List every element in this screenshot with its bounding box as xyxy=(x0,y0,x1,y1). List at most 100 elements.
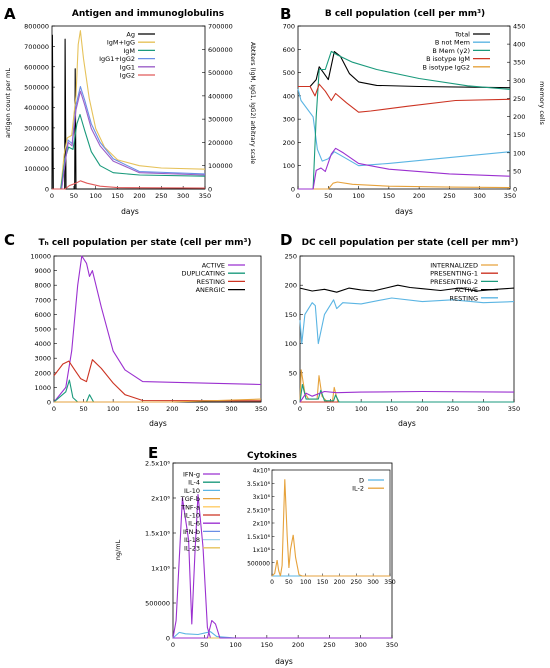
panel-e: Cytokines ng/mL days 0 500000 1x10⁶ 1.5x10⁶… xyxy=(114,451,398,666)
inset-y-tick-label: 4x10⁶ xyxy=(253,468,271,475)
y-tick-label: 10000 xyxy=(30,253,51,261)
inset-y-tick-label: 1.5x10⁶ xyxy=(247,534,271,541)
y-tick-label: 200 xyxy=(283,139,295,147)
x-tick-label: 0 xyxy=(171,641,175,649)
panel-b-title: B cell population (cell per mm³) xyxy=(325,9,485,19)
y2-tick-label: 0 xyxy=(513,186,517,194)
y-tick-label: 100 xyxy=(283,162,295,170)
plot-frame xyxy=(297,25,511,190)
y-tick-label: 0 xyxy=(45,186,49,194)
inset-x-tick-label: 250 xyxy=(351,579,363,586)
series-line xyxy=(53,359,262,402)
x-tick-label: 350 xyxy=(508,405,520,413)
series-line xyxy=(53,255,262,403)
y-tick-label: 100 xyxy=(285,340,297,348)
x-tick-label: 100 xyxy=(229,641,241,649)
panel-letter-e: E xyxy=(148,444,158,462)
legend-label: B isotype IgM xyxy=(426,55,470,63)
panel-a-ylabel: antigen count per mL xyxy=(4,68,12,138)
x-tick-label: 200 xyxy=(292,641,304,649)
panel-d-plot: 0 50 100 150 200 250 0 50 100 150 200 250 300 350 INTE… xyxy=(285,253,521,414)
x-tick-label: 0 xyxy=(50,192,54,200)
panel-d-title: DC cell population per state (cell per m… xyxy=(302,238,519,248)
y-tick-label: 1.5x10⁶ xyxy=(145,530,170,538)
panel-b-xlabel: days xyxy=(395,207,413,216)
inset-x-tick-label: 350 xyxy=(384,579,396,586)
series-line xyxy=(299,369,514,403)
legend-label: IgM+IgG xyxy=(107,39,135,47)
panel-c: Tₕ cell population per state (cell per m… xyxy=(30,238,267,428)
legend-label: IgM xyxy=(123,47,135,55)
inset-y-tick-label: 2.5x10⁶ xyxy=(247,507,271,514)
series-line xyxy=(298,147,511,190)
y-tick-label: 7000 xyxy=(34,296,51,304)
y2-tick-label: 50 xyxy=(513,167,521,175)
y-tick-label: 3000 xyxy=(34,355,51,363)
legend-label: B isotype IgG2 xyxy=(423,63,471,71)
series-line xyxy=(172,631,392,639)
y2-tick-label: 300000 xyxy=(208,116,233,124)
y-tick-label: 4000 xyxy=(34,340,51,348)
y-tick-label: 300000 xyxy=(24,124,49,132)
legend-label: RESTING xyxy=(449,294,478,302)
panel-c-plot: 0100020003000400050006000700080009000100… xyxy=(30,253,267,414)
x-tick-label: 200 xyxy=(416,405,428,413)
legend-label: IgG1 xyxy=(120,63,135,71)
y-tick-label: 100000 xyxy=(24,165,49,173)
legend-label: IgG2 xyxy=(120,72,135,80)
y-tick-label: 700 xyxy=(283,23,295,31)
x-tick-label: 50 xyxy=(326,405,334,413)
y-tick-label: 9000 xyxy=(34,267,51,275)
y-tick-label: 600 xyxy=(283,46,295,54)
panel-a-title: Antigen and immunoglobulins xyxy=(72,9,224,19)
x-tick-label: 250 xyxy=(323,641,335,649)
y2-tick-label: 700000 xyxy=(208,23,233,31)
y-tick-label: 800000 xyxy=(24,23,49,31)
y-tick-label: 600000 xyxy=(24,63,49,71)
legend-label: IL-23 xyxy=(184,544,200,552)
y-tick-label: 400 xyxy=(283,92,295,100)
x-tick-label: 100 xyxy=(355,405,367,413)
panel-c-title: Tₕ cell population per state (cell per m… xyxy=(38,238,251,248)
legend-label: IL-10 xyxy=(184,512,200,520)
x-tick-label: 250 xyxy=(155,192,167,200)
legend-label: PRESENTING-1 xyxy=(430,270,478,278)
y-tick-label: 5000 xyxy=(34,326,51,334)
legend-label: Ag xyxy=(126,31,135,39)
series-line xyxy=(298,51,511,89)
panel-d: DC cell population per state (cell per m… xyxy=(285,238,521,428)
inset-legend-label: D xyxy=(359,477,364,485)
x-tick-label: 250 xyxy=(443,192,455,200)
x-tick-label: 50 xyxy=(200,641,208,649)
x-tick-label: 150 xyxy=(111,192,123,200)
y2-tick-label: 150 xyxy=(513,131,525,139)
x-tick-label: 300 xyxy=(225,405,237,413)
y2-tick-label: 600000 xyxy=(208,46,233,54)
y2-tick-label: 100 xyxy=(513,149,525,157)
x-tick-label: 150 xyxy=(137,405,149,413)
legend-label: ANERGIC xyxy=(196,286,226,294)
y2-tick-label: 250 xyxy=(513,95,525,103)
y-tick-label: 0 xyxy=(291,186,295,194)
y-tick-label: 700000 xyxy=(24,43,49,51)
y2-tick-label: 500000 xyxy=(208,69,233,77)
legend-label: IFN-b xyxy=(183,528,200,536)
inset-x-tick-label: 0 xyxy=(270,579,274,586)
inset-y-tick-label: 3.5x10⁶ xyxy=(247,481,271,488)
y-tick-label: 2.5x10⁶ xyxy=(145,460,170,468)
x-tick-label: 0 xyxy=(52,405,56,413)
panel-letter-c: C xyxy=(4,231,15,249)
x-tick-label: 150 xyxy=(386,405,398,413)
x-tick-label: 300 xyxy=(477,405,489,413)
series-line xyxy=(173,619,392,639)
x-tick-label: 200 xyxy=(133,192,145,200)
panel-letter-b: B xyxy=(280,5,291,23)
x-tick-label: 300 xyxy=(177,192,189,200)
x-tick-label: 0 xyxy=(296,192,300,200)
series-line xyxy=(299,383,514,403)
series-line xyxy=(298,83,511,113)
legend-label: ACTIVE xyxy=(202,262,225,270)
x-tick-label: 0 xyxy=(298,405,302,413)
series-line xyxy=(299,297,515,345)
